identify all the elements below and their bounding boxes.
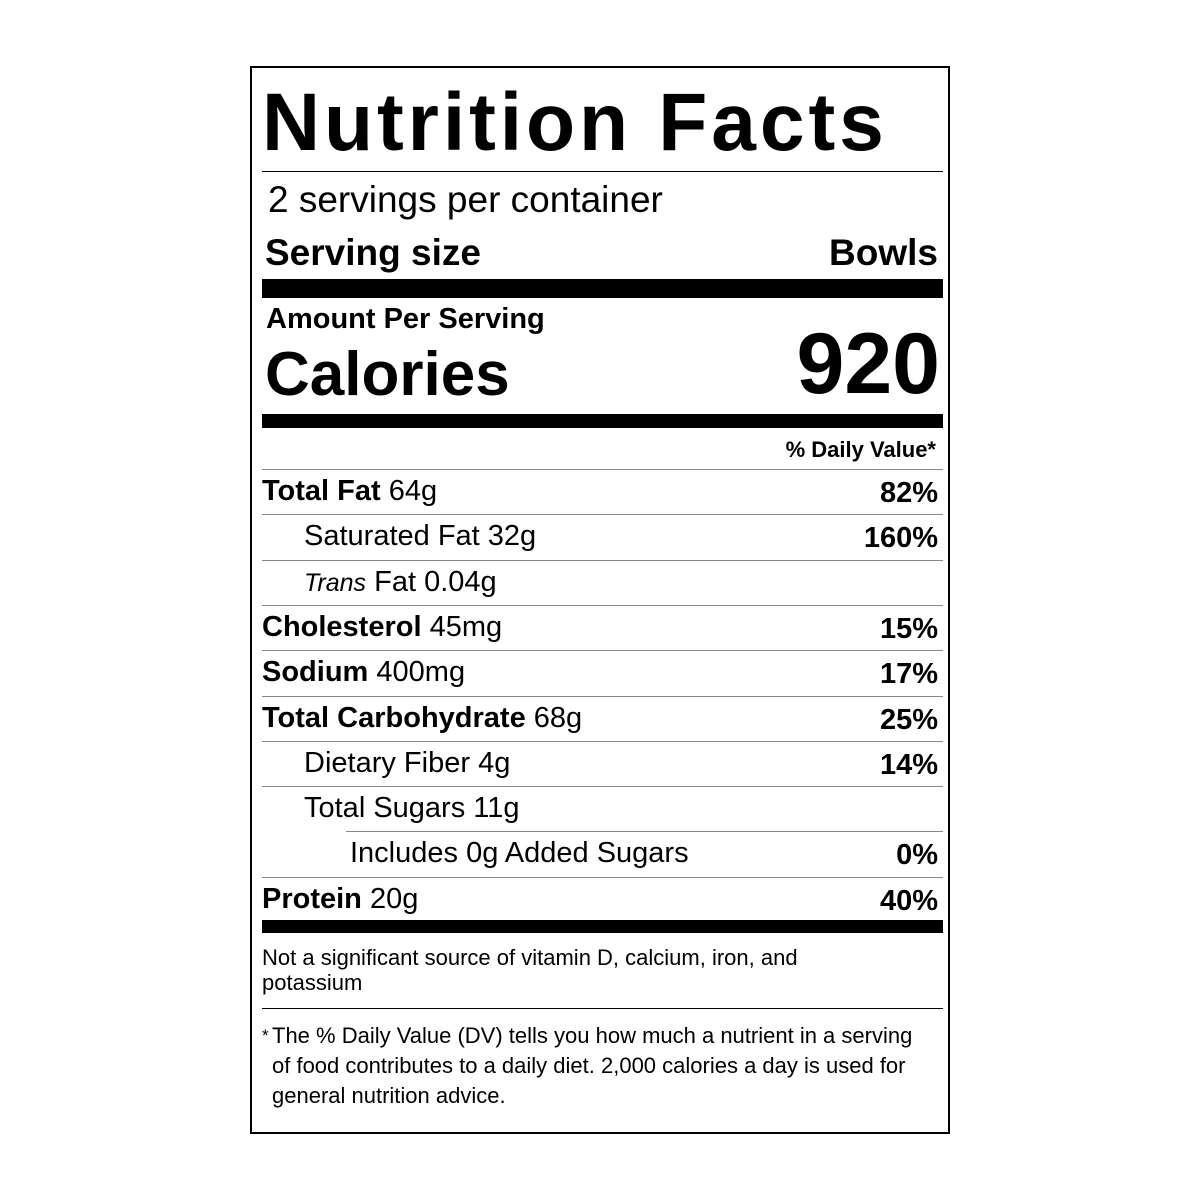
- row-rule: [262, 650, 943, 652]
- nutrient-name: Dietary Fiber: [304, 746, 470, 779]
- nutrition-label: [250, 66, 950, 1134]
- daily-value: 17%: [879, 658, 938, 691]
- row-rule: [262, 876, 943, 878]
- footnote-marker: *: [262, 1026, 269, 1045]
- daily-value: 25%: [879, 703, 938, 736]
- nutrient-row: Sodium 400mg: [262, 651, 465, 696]
- nutrient-prefix: Trans: [304, 568, 367, 597]
- thick-rule: [262, 414, 943, 428]
- row-rule: [262, 514, 943, 516]
- daily-value: 40%: [879, 884, 938, 917]
- nutrient-row: Dietary Fiber 4g: [304, 742, 510, 787]
- nutrient-row: Total Fat 64g: [262, 470, 437, 515]
- nutrient-amount: 64g: [388, 475, 438, 507]
- nutrient-name: Total Fat: [262, 475, 381, 507]
- serving-size-label: Serving size: [265, 232, 481, 273]
- daily-value: 160%: [863, 522, 938, 555]
- nutrient-name: Includes 0g Added Sugars: [350, 837, 689, 870]
- nutrient-amount: 20g: [369, 882, 419, 915]
- footnote-vitamins: Not a significant source of vitamin D, c…: [262, 945, 798, 995]
- nutrient-amount: 68g: [533, 701, 583, 734]
- row-rule: [262, 695, 943, 697]
- daily-value: 0%: [896, 839, 938, 872]
- row-rule: [262, 559, 943, 561]
- daily-value: 82%: [879, 477, 938, 509]
- nutrient-name: Sodium: [262, 656, 369, 689]
- thin-rule: [262, 1008, 943, 1009]
- servings-per-container: 2 servings per container: [268, 179, 663, 220]
- nutrient-name: Saturated Fat: [304, 520, 480, 553]
- thick-rule: [262, 920, 943, 933]
- calories-label: Calories: [265, 340, 510, 409]
- nutrient-amount: 0.04g: [424, 565, 497, 598]
- nutrient-row: Total Sugars 11g: [304, 787, 520, 832]
- nutrient-amount: 45mg: [429, 610, 503, 643]
- nutrient-name: Total Carbohydrate: [262, 701, 526, 734]
- nutrient-name: Total Sugars: [304, 792, 466, 825]
- nutrient-amount: 400mg: [376, 656, 466, 689]
- nutrient-name: Protein: [262, 882, 362, 915]
- thick-rule: [262, 279, 943, 298]
- serving-size-value: Bowls: [829, 232, 938, 273]
- amount-per-serving: Amount Per Serving: [266, 303, 545, 335]
- nutrient-row: Includes 0g Added Sugars: [350, 832, 689, 877]
- nutrient-row: Protein 20g: [262, 878, 418, 923]
- thin-rule: [262, 171, 943, 172]
- calories-value: 920: [796, 316, 941, 412]
- footnote-dv: The % Daily Value (DV) tells you how muc…: [272, 1023, 913, 1108]
- row-rule: [346, 831, 943, 833]
- nutrient-row: Trans Fat 0.04g: [304, 561, 497, 606]
- daily-value: 14%: [879, 748, 938, 781]
- nutrient-row: Total Carbohydrate 68g: [262, 697, 582, 742]
- row-rule: [262, 786, 943, 788]
- nutrient-amount: 32g: [487, 520, 537, 553]
- row-rule: [262, 604, 943, 606]
- nutrient-amount: 11g: [473, 792, 520, 825]
- row-rule: [262, 740, 943, 742]
- title: Nutrition Facts: [262, 77, 888, 168]
- nutrient-row: Saturated Fat 32g: [304, 515, 536, 560]
- nutrient-name: Fat: [374, 565, 417, 598]
- row-rule: [262, 469, 943, 470]
- nutrient-row: Cholesterol 45mg: [262, 606, 502, 651]
- nutrient-amount: 4g: [478, 746, 511, 779]
- daily-value: 15%: [879, 612, 938, 645]
- daily-value-header: % Daily Value*: [785, 437, 936, 462]
- nutrient-name: Cholesterol: [262, 610, 422, 643]
